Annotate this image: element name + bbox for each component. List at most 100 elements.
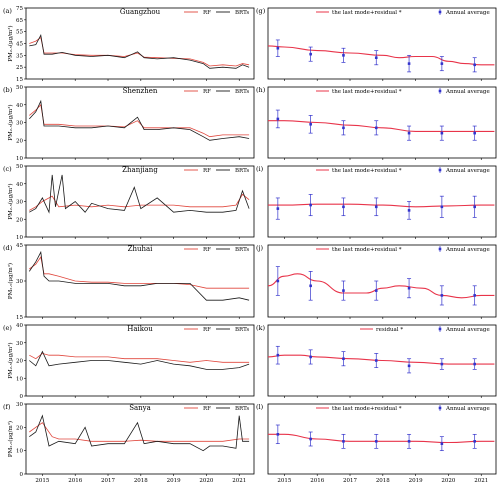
y-tick-label: 35 — [16, 53, 23, 59]
y-tick-label: 10 — [16, 156, 23, 162]
legend-label-rf: RF — [203, 406, 211, 412]
x-tick-label: 2015 — [35, 478, 49, 484]
annual-average-point — [374, 433, 379, 449]
y-axis-label: PM₂.₅(μg/m³) — [7, 183, 14, 219]
annual-average-point — [407, 358, 412, 374]
panel-right-haikou: (k) residual * Annual average — [256, 324, 497, 398]
legend-label-mode: the last mode+residual * — [332, 247, 402, 253]
y-axis-label: PM₂.₅(μg/m³) — [7, 25, 14, 61]
annual-average-point — [308, 194, 313, 217]
annual-average-point — [275, 39, 280, 57]
x-tick-label: 2019 — [409, 478, 423, 484]
annual-average-point — [341, 120, 346, 136]
legend-swatch-avg-marker — [438, 247, 442, 251]
legend-label-brts: BRTs — [235, 10, 249, 16]
axes-frame — [267, 7, 497, 80]
annual-average-point — [341, 197, 346, 217]
panel-letter: (f) — [3, 403, 11, 411]
x-tick-label: 2017 — [343, 478, 357, 484]
y-tick-label: 50 — [16, 85, 23, 91]
y-tick-label: 30 — [16, 279, 23, 285]
panel-letter: (d) — [3, 244, 13, 252]
annual-average-point — [275, 266, 280, 296]
legend-swatch-avg-marker — [438, 327, 442, 331]
annual-average-point — [472, 125, 477, 141]
series-line-brts — [29, 414, 250, 452]
y-tick-label: 30 — [16, 402, 23, 408]
x-tick-label: 2020 — [199, 478, 213, 484]
legend-label-brts: BRTs — [235, 406, 249, 412]
annual-average-point — [374, 120, 379, 136]
y-tick-label: 55 — [16, 30, 23, 36]
panel-letter: (h) — [256, 86, 266, 94]
panel-title: Shenzhen — [123, 87, 158, 95]
y-tick-label: 10 — [16, 235, 23, 241]
series-line-rf — [29, 422, 250, 442]
legend-label-avg: Annual average — [445, 10, 490, 16]
legend-label-brts: BRTs — [235, 168, 249, 174]
y-tick-label: 50 — [16, 164, 23, 170]
y-tick-label: 10 — [16, 376, 23, 382]
panel-title: Guangzhou — [120, 8, 161, 16]
y-tick-label: 40 — [16, 323, 23, 329]
annual-average-point — [275, 345, 280, 365]
annual-average-point — [308, 115, 313, 134]
annual-average-point — [439, 125, 444, 141]
y-tick-label: 20 — [16, 425, 23, 431]
y-tick-label: 30 — [16, 121, 23, 127]
legend-label-avg: Annual average — [445, 247, 490, 253]
annual-average-point — [439, 56, 444, 72]
legend-label-mode: residual * — [376, 327, 403, 333]
y-tick-label: 15 — [16, 315, 23, 321]
series-line-brts — [29, 174, 250, 214]
annual-average-point — [472, 195, 477, 218]
annual-average-point — [308, 271, 313, 301]
x-tick-label: 2017 — [101, 478, 115, 484]
legend-swatch-avg-marker — [438, 10, 442, 14]
y-tick-label: 45 — [16, 243, 23, 249]
annual-average-point — [308, 431, 313, 447]
series-line-rf — [29, 352, 250, 363]
annual-average-point — [374, 50, 379, 66]
axes-frame — [267, 165, 497, 238]
y-tick-label: 30 — [16, 341, 23, 347]
axes-frame — [267, 324, 497, 397]
legend-label-brts: BRTs — [235, 327, 249, 333]
y-tick-label: 65 — [16, 18, 23, 24]
legend-label-mode: the last mode+residual * — [332, 10, 402, 16]
annual-average-point — [341, 47, 346, 63]
y-tick-label: 15 — [16, 77, 23, 83]
y-tick-label: 30 — [16, 200, 23, 206]
annual-average-point — [439, 436, 444, 452]
annual-average-point — [407, 125, 412, 141]
annual-average-point — [341, 351, 346, 367]
panel-letter: (a) — [3, 7, 12, 15]
panel-title: Zhuhai — [128, 245, 154, 253]
legend-label-brts: BRTs — [235, 89, 249, 95]
y-tick-label: 25 — [16, 65, 23, 71]
y-tick-label: 20 — [16, 138, 23, 144]
y-tick-label: 45 — [16, 42, 23, 48]
axes-frame — [25, 324, 255, 397]
annual-average-point — [374, 197, 379, 217]
legend-label-brts: BRTs — [235, 247, 249, 253]
panel-right-shenzhen: (h) the last mode+residual * Annual averag… — [256, 86, 497, 160]
y-tick-label: 40 — [16, 182, 23, 188]
legend-label-rf: RF — [203, 89, 211, 95]
axes-frame — [25, 7, 255, 80]
axes-frame — [267, 86, 497, 159]
x-tick-label: 2018 — [134, 478, 148, 484]
annual-average-point — [439, 285, 444, 306]
mode-residual-curve — [267, 120, 495, 132]
annual-average-point — [407, 278, 412, 299]
panel-letter: (b) — [3, 86, 13, 94]
annual-average-point — [472, 433, 477, 449]
annual-average-point — [341, 280, 346, 301]
y-axis-label: PM₂.₅(μg/m³) — [7, 421, 14, 457]
panel-title: Haikou — [127, 325, 153, 333]
y-tick-label: 20 — [16, 217, 23, 223]
axes-frame — [25, 403, 255, 475]
panel-letter: (c) — [3, 165, 12, 173]
y-tick-label: 40 — [16, 103, 23, 109]
